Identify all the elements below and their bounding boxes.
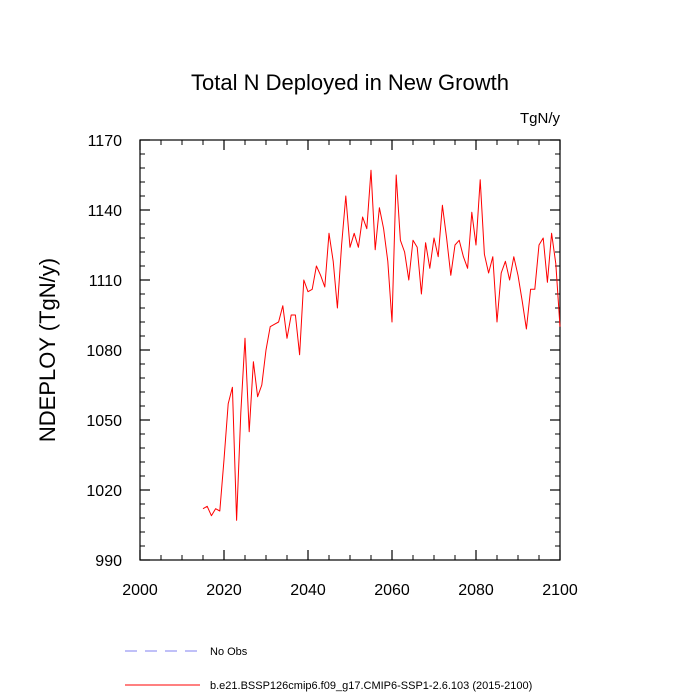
axis-ticks [139, 139, 561, 561]
y-tick-label: 1170 [88, 133, 123, 150]
series-line [202, 169, 561, 521]
y-tick-label: 1110 [89, 273, 122, 290]
x-tick-label: 2100 [542, 582, 578, 599]
x-tick-label: 2020 [206, 582, 242, 599]
plot-frame [139, 139, 561, 561]
x-tick-label: 2080 [458, 582, 494, 599]
y-tick-label: 1140 [88, 203, 123, 220]
y-tick-label: 990 [95, 553, 122, 570]
x-tick-label: 2040 [290, 582, 326, 599]
axis-tick-labels: 2000 2020 2040 2060 2080 2100 990 1020 1050 1080 1… [86, 133, 577, 599]
legend-label: No Obs [210, 646, 248, 658]
series-layer [202, 169, 561, 521]
y-tick-label: 1020 [86, 483, 122, 500]
x-tick-label: 2060 [374, 582, 410, 599]
legend-label: b.e21.BSSP126cmip6.f09_g17.CMIP6-SSP1-2.… [210, 680, 532, 692]
units-label: TgN/y [520, 110, 561, 127]
y-axis-label: NDEPLOY (TgN/y) [35, 258, 60, 442]
y-tick-label: 1080 [86, 343, 122, 360]
y-tick-label: 1050 [86, 413, 122, 430]
legend: No Obs b.e21.BSSP126cmip6.f09_g17.CMIP6-S… [125, 646, 532, 692]
chart-title: Total N Deployed in New Growth [191, 70, 509, 95]
x-tick-label: 2000 [122, 582, 158, 599]
